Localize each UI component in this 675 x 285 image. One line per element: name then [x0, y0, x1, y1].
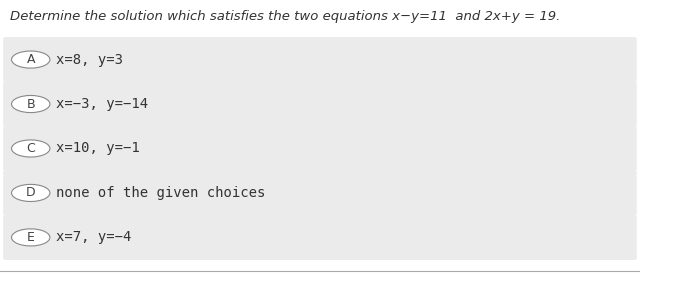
Text: D: D [26, 186, 36, 200]
Text: A: A [26, 53, 35, 66]
Circle shape [11, 95, 50, 113]
Text: B: B [26, 97, 35, 111]
Circle shape [11, 229, 50, 246]
FancyBboxPatch shape [3, 170, 637, 215]
Text: none of the given choices: none of the given choices [56, 186, 266, 200]
Text: x=−3, y=−14: x=−3, y=−14 [56, 97, 148, 111]
Text: E: E [27, 231, 34, 244]
Text: x=8, y=3: x=8, y=3 [56, 52, 124, 67]
FancyBboxPatch shape [3, 37, 637, 82]
Text: x=10, y=−1: x=10, y=−1 [56, 141, 140, 156]
Text: Determine the solution which satisfies the two equations x−y=11  and 2x+y = 19.: Determine the solution which satisfies t… [9, 10, 560, 23]
Text: C: C [26, 142, 35, 155]
Circle shape [11, 140, 50, 157]
Circle shape [11, 51, 50, 68]
Circle shape [11, 184, 50, 201]
FancyBboxPatch shape [3, 82, 637, 127]
FancyBboxPatch shape [3, 126, 637, 171]
Text: x=7, y=−4: x=7, y=−4 [56, 230, 132, 245]
FancyBboxPatch shape [3, 215, 637, 260]
